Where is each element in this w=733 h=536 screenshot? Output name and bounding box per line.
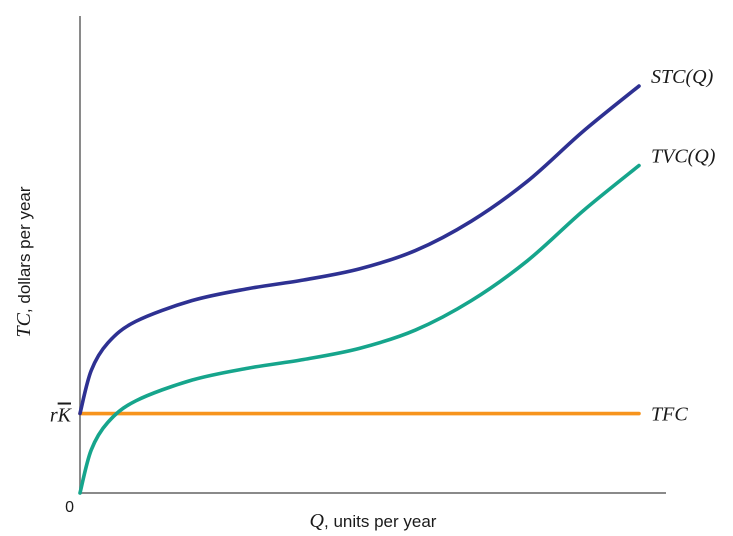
y-tick-rk-label: rK [50, 405, 73, 427]
tvc-series-label: TVC(Q) [651, 146, 716, 168]
axes [79, 16, 666, 494]
x-axis-unit: , units per year [324, 512, 437, 531]
y-axis-label: TC, dollars per year [13, 186, 35, 337]
labels: 0 rK Q, units per year TC, dollars per y… [13, 66, 716, 532]
y-axis-unit: , dollars per year [15, 186, 34, 313]
tfc-series-label: TFC [651, 404, 688, 426]
x-axis-label: Q, units per year [310, 510, 437, 532]
origin-label: 0 [65, 499, 74, 516]
stc-curve [78, 84, 641, 416]
tvc-curve [78, 163, 641, 495]
stc-series-label: STC(Q) [651, 66, 714, 88]
y-axis-variable: TC [13, 312, 35, 337]
curves [78, 84, 641, 495]
x-axis-variable: Q [310, 510, 325, 532]
